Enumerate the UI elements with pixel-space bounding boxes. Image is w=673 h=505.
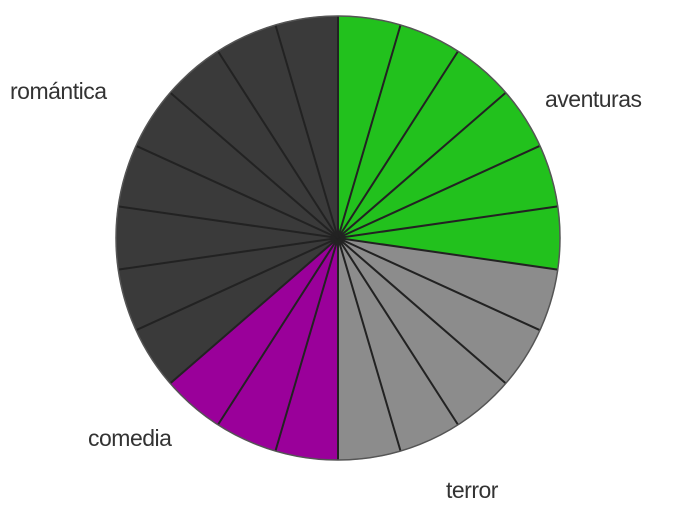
slice-divider xyxy=(274,237,339,452)
slice-divider xyxy=(337,237,558,271)
slice-divider xyxy=(217,50,339,239)
label-aventuras: aventuras xyxy=(545,86,642,112)
label-terror: terror xyxy=(446,477,499,503)
slice-divider xyxy=(169,91,339,239)
slice-divider xyxy=(337,237,402,452)
slice-divider xyxy=(337,91,507,239)
pie-labels: aventuras terror comedia romántica xyxy=(10,78,642,503)
label-romantica: romántica xyxy=(10,78,107,104)
slice-divider xyxy=(135,237,339,332)
slice-divider xyxy=(337,144,541,239)
label-comedia: comedia xyxy=(88,425,172,451)
slice-divider xyxy=(337,237,459,426)
slice-divider xyxy=(337,50,459,239)
slice-divider xyxy=(337,24,402,239)
pie-unit-dividers xyxy=(118,16,558,460)
slice-divider xyxy=(135,144,339,239)
slice-divider xyxy=(217,237,339,426)
slice-divider xyxy=(337,237,541,332)
slice-divider xyxy=(118,237,339,271)
slice-divider xyxy=(118,205,339,239)
slice-divider xyxy=(169,237,339,385)
slice-divider xyxy=(337,205,558,239)
pie-slices xyxy=(115,15,561,461)
slice-divider xyxy=(337,237,507,385)
slice-divider xyxy=(274,24,339,239)
pie-outline xyxy=(115,15,561,461)
